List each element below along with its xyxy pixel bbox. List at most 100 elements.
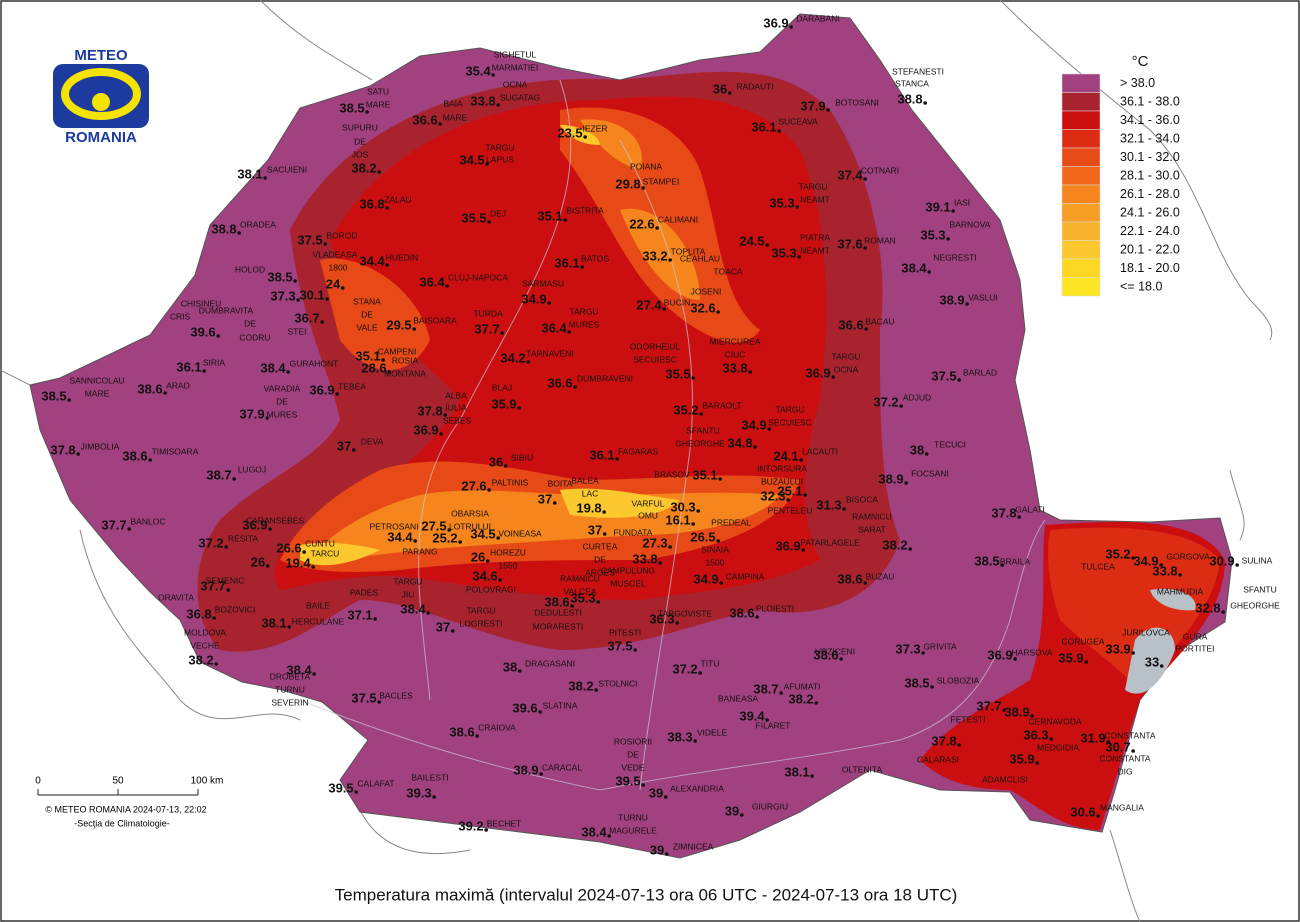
- place-name: BARNOVA: [950, 219, 991, 229]
- place-name: BOROD: [326, 230, 357, 240]
- station-dot: [413, 539, 417, 543]
- place-name: SUPURU: [342, 122, 378, 132]
- place-name: JIMBOLIA: [81, 441, 120, 451]
- station-dot: [387, 370, 391, 374]
- place-name: LAC: [582, 488, 599, 498]
- station-dot: [263, 176, 267, 180]
- place-name: HOLOD: [235, 264, 265, 274]
- temperature-value: 39.5: [615, 773, 640, 788]
- station-dot: [779, 691, 783, 695]
- place-name: ROMAN: [864, 235, 896, 245]
- place-name: CORUGEA: [1062, 636, 1105, 646]
- place-name: MARE: [443, 112, 468, 122]
- temperature-value: 36.9: [309, 382, 334, 397]
- place-name: BAISOARA: [413, 315, 457, 325]
- place-name: SIGHETUL: [494, 49, 537, 59]
- place-name: CURTEA: [583, 541, 618, 551]
- temperature-value: 38.1: [237, 166, 262, 181]
- legend-swatch: [1061, 147, 1101, 167]
- temperature-value: 38.5: [974, 553, 999, 568]
- station-dot: [946, 237, 950, 241]
- temperature-value: 35.9: [1058, 650, 1083, 665]
- station-dot: [727, 91, 732, 95]
- station-dot: [1035, 761, 1039, 765]
- caption: Temperatura maximă (intervalul 2024-07-1…: [335, 885, 958, 904]
- place-name: CALARASI: [917, 754, 959, 764]
- temperature-value: 37.3: [895, 641, 920, 656]
- temperature-value: 33.8: [722, 360, 747, 375]
- legend-label: 28.1 - 30.0: [1120, 168, 1180, 182]
- station-dot: [777, 129, 781, 133]
- place-name: OBARSIA: [451, 508, 489, 518]
- temperature-value: 37.5: [607, 638, 632, 653]
- temperature-value: 36.9: [413, 422, 438, 437]
- legend-label: 22.1 - 24.0: [1120, 224, 1180, 238]
- place-name: TITU: [701, 658, 720, 668]
- place-name: LAPUS: [486, 154, 514, 164]
- place-name: IULIA: [445, 402, 467, 412]
- place-name: COTNARI: [861, 165, 899, 175]
- scale-label: 0: [35, 776, 41, 787]
- place-name: IEZER: [582, 123, 607, 133]
- station-dot: [602, 532, 607, 536]
- place-name: FAGARAS: [618, 446, 658, 456]
- temperature-value: 35.9: [1009, 751, 1034, 766]
- station-dot: [814, 701, 818, 705]
- station-dot: [547, 301, 551, 305]
- station-dot: [377, 700, 381, 704]
- temperature-value: 36.9: [775, 538, 800, 553]
- station-dot: [641, 783, 645, 787]
- temperature-value: 26.6: [276, 540, 301, 555]
- place-name: BACAU: [865, 316, 894, 326]
- temperature-value: 33.8: [470, 93, 495, 108]
- place-name: NEGRESTI: [933, 252, 976, 262]
- station-dot: [863, 246, 867, 250]
- place-name: DRAGASANI: [525, 658, 575, 668]
- station-dot: [765, 718, 769, 722]
- station-dot: [594, 688, 598, 692]
- temperature-value: 32.8: [1195, 600, 1220, 615]
- temperature-value: 37.8: [50, 442, 75, 457]
- station-dot: [1178, 573, 1182, 577]
- temperature-value: 34.9: [741, 417, 766, 432]
- place-name: BANLOC: [131, 516, 166, 526]
- temperature-value: 38.1: [261, 615, 286, 630]
- station-dot: [1106, 740, 1110, 744]
- temperature-value: 34.4: [387, 529, 413, 544]
- place-name: BACLES: [379, 690, 413, 700]
- neighbour-borders: [0, 0, 1273, 922]
- temperature-value: 39.4: [739, 708, 765, 723]
- station-dot: [426, 611, 430, 615]
- temperature-value: 36.1: [589, 447, 614, 462]
- station-dot: [354, 790, 358, 794]
- station-dot: [302, 550, 306, 554]
- station-dot: [443, 413, 447, 417]
- temperature-value: 37.8: [991, 505, 1016, 520]
- place-name: BOTOSANI: [835, 97, 879, 107]
- temperature-value: 35.3: [771, 245, 796, 260]
- station-dot: [340, 286, 345, 290]
- place-name: VALE: [356, 322, 377, 332]
- temperature-value: 38.4: [286, 662, 312, 677]
- place-name: BUZAULUI: [761, 476, 803, 486]
- temperature-value: 37.9: [239, 406, 264, 421]
- place-name: JURILOVCA: [1122, 627, 1170, 637]
- station-dot: [365, 110, 369, 114]
- station-dot: [1131, 556, 1135, 560]
- place-name: VIDELE: [697, 727, 728, 737]
- place-name: TARGU: [485, 142, 514, 152]
- legend-swatch: [1061, 73, 1101, 93]
- place-name: CARANSEBES: [246, 515, 304, 525]
- temperature-value: 30.3: [670, 499, 695, 514]
- temperature-value: 37.7: [101, 517, 126, 532]
- station-dot: [641, 186, 645, 190]
- station-dot: [602, 510, 606, 514]
- temperature-value: 33.8: [632, 551, 657, 566]
- station-dot: [432, 795, 436, 799]
- temperature-value: 38.2: [788, 691, 813, 706]
- station-dot: [716, 310, 720, 314]
- place-name: 1800: [329, 262, 348, 272]
- temperature-value: 38.6: [544, 594, 569, 609]
- station-dot: [580, 265, 584, 269]
